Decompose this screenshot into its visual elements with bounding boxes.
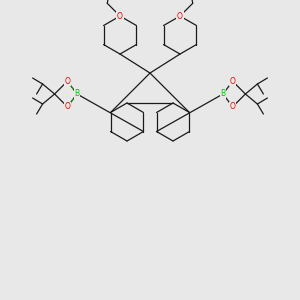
Text: O: O — [230, 102, 236, 111]
Text: B: B — [220, 89, 226, 98]
Text: B: B — [74, 89, 80, 98]
Text: O: O — [64, 102, 70, 111]
Text: O: O — [230, 77, 236, 86]
Text: O: O — [117, 11, 123, 20]
Text: O: O — [177, 11, 183, 20]
Text: O: O — [64, 77, 70, 86]
